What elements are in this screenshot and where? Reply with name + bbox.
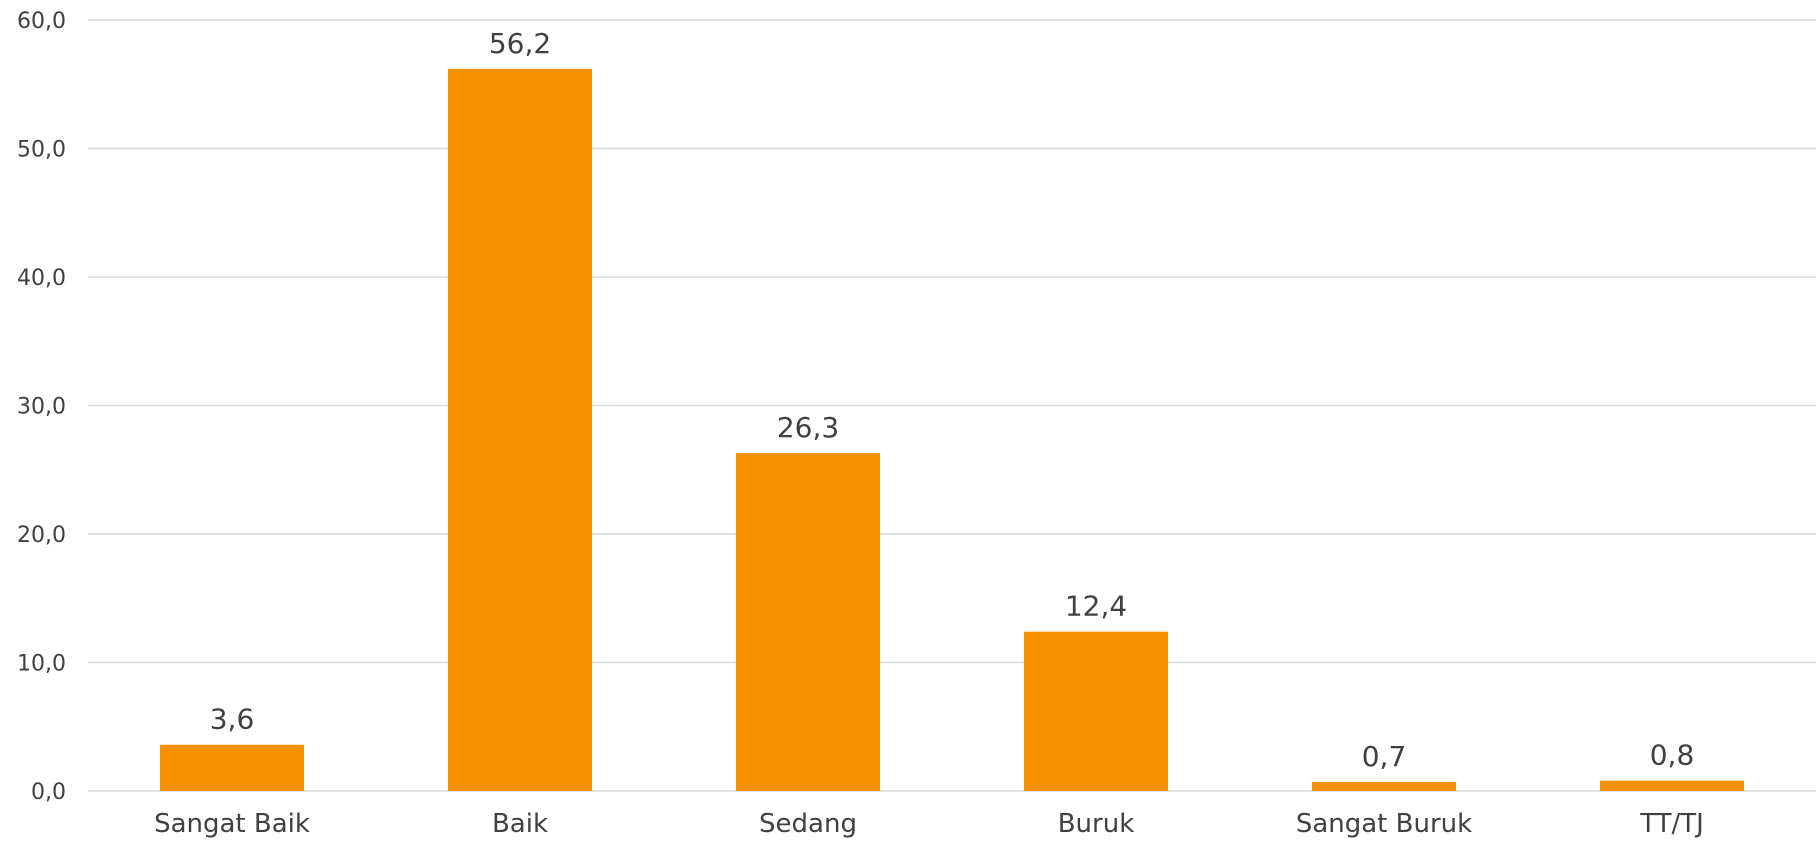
data-label: 0,8 [1650, 739, 1695, 772]
data-label: 12,4 [1065, 590, 1127, 623]
x-category-label: Sangat Baik [154, 809, 310, 839]
y-axis-ticks: 0,0 10,0 20,0 30,0 40,0 50,0 60,0 [17, 9, 66, 805]
data-label: 56,2 [489, 27, 551, 60]
data-label: 0,7 [1362, 740, 1407, 773]
y-tick-label: 10,0 [17, 652, 66, 677]
bar [1312, 782, 1456, 791]
data-label: 3,6 [210, 703, 255, 736]
x-category-label: TT/TJ [1639, 809, 1704, 839]
y-tick-label: 60,0 [17, 9, 66, 34]
bars [160, 68, 1744, 791]
gridlines [88, 19, 1816, 792]
bar [448, 68, 592, 791]
data-label: 26,3 [777, 411, 839, 444]
x-category-label: Baik [492, 809, 548, 839]
y-tick-label: 20,0 [17, 523, 66, 548]
data-labels: 3,6 56,2 26,3 12,4 0,7 0,8 [210, 27, 1695, 773]
x-category-label: Sedang [759, 809, 857, 839]
bar [1024, 631, 1168, 791]
x-category-label: Sangat Buruk [1296, 809, 1472, 839]
bar [1600, 780, 1744, 791]
bar [160, 744, 304, 791]
y-tick-label: 40,0 [17, 266, 66, 291]
y-tick-label: 50,0 [17, 138, 66, 163]
y-tick-label: 0,0 [31, 780, 66, 805]
x-category-label: Buruk [1058, 809, 1135, 839]
y-tick-label: 30,0 [17, 395, 66, 420]
x-axis-categories: Sangat Baik Baik Sedang Buruk Sangat Buruk TT… [154, 809, 1704, 839]
bar [736, 453, 880, 791]
